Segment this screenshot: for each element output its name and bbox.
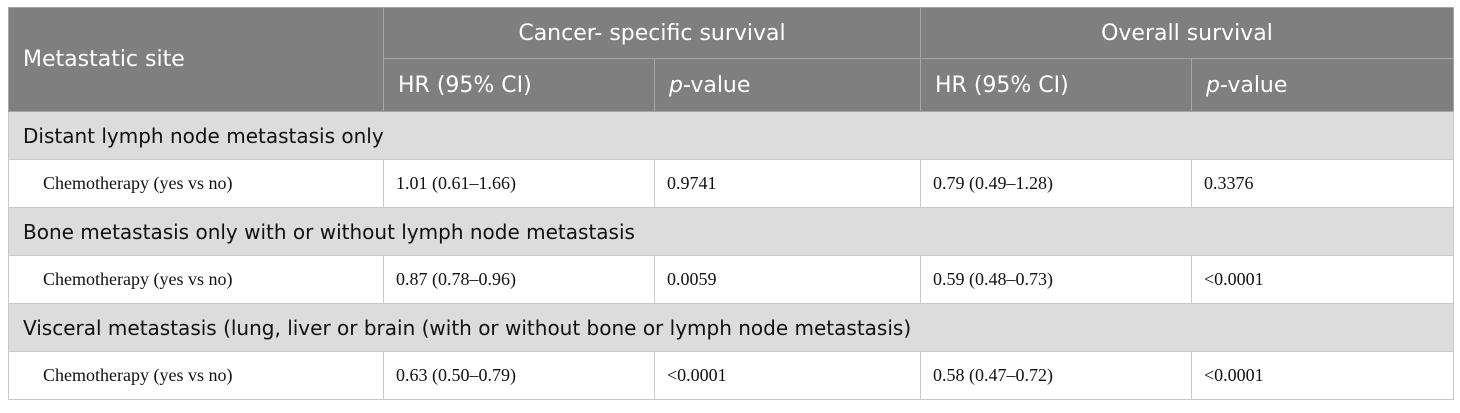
css-hr-header: HR (95% CI) [383,58,655,112]
css-p-cell: <0.0001 [654,351,921,400]
table-row: Chemotherapy (yes vs no) 0.63 (0.50–0.79… [8,351,1454,400]
group-label: Distant lymph node metastasis only [8,111,1454,160]
cancer-specific-survival-header: Cancer- specific survival [383,7,921,59]
row-label: Chemotherapy (yes vs no) [8,351,384,400]
group-label: Visceral metastasis (lung, liver or brai… [8,303,1454,352]
p-suffix: -value [682,72,751,98]
group-row-bone: Bone metastasis only with or without lym… [8,207,1454,256]
header-row-groups: Metastatic site Cancer- specific surviva… [8,7,1454,112]
css-p-cell: 0.9741 [654,159,921,208]
css-hr-cell: 1.01 (0.61–1.66) [383,159,655,208]
header-row-columns: HR (95% CI) p-value HR (95% CI) p-value [9,58,1454,112]
os-p-cell: <0.0001 [1191,255,1454,304]
css-hr-cell: 0.63 (0.50–0.79) [383,351,655,400]
os-p-cell: <0.0001 [1191,351,1454,400]
row-label: Chemotherapy (yes vs no) [8,255,384,304]
os-p-value-header: p-value [1191,58,1454,112]
css-hr-cell: 0.87 (0.78–0.96) [383,255,655,304]
p-italic: p [669,72,683,98]
os-hr-cell: 0.59 (0.48–0.73) [920,255,1192,304]
css-p-value-header: p-value [654,58,921,112]
group-row-lymph-node: Distant lymph node metastasis only [8,111,1454,160]
group-row-visceral: Visceral metastasis (lung, liver or brai… [8,303,1454,352]
table-row: Chemotherapy (yes vs no) 0.87 (0.78–0.96… [8,255,1454,304]
p-italic: p [1206,72,1220,98]
results-table-container: Metastatic site Cancer- specific surviva… [8,7,1454,400]
os-hr-cell: 0.58 (0.47–0.72) [920,351,1192,400]
row-label: Chemotherapy (yes vs no) [8,159,384,208]
results-table: Metastatic site Cancer- specific surviva… [8,7,1454,400]
os-hr-cell: 0.79 (0.49–1.28) [920,159,1192,208]
p-suffix: -value [1219,72,1288,98]
group-label: Bone metastasis only with or without lym… [8,207,1454,256]
css-p-cell: 0.0059 [654,255,921,304]
metastatic-site-header: Metastatic site [8,7,384,112]
os-hr-header: HR (95% CI) [920,58,1192,112]
overall-survival-header: Overall survival [920,7,1454,59]
table-row: Chemotherapy (yes vs no) 1.01 (0.61–1.66… [8,159,1454,208]
os-p-cell: 0.3376 [1191,159,1454,208]
